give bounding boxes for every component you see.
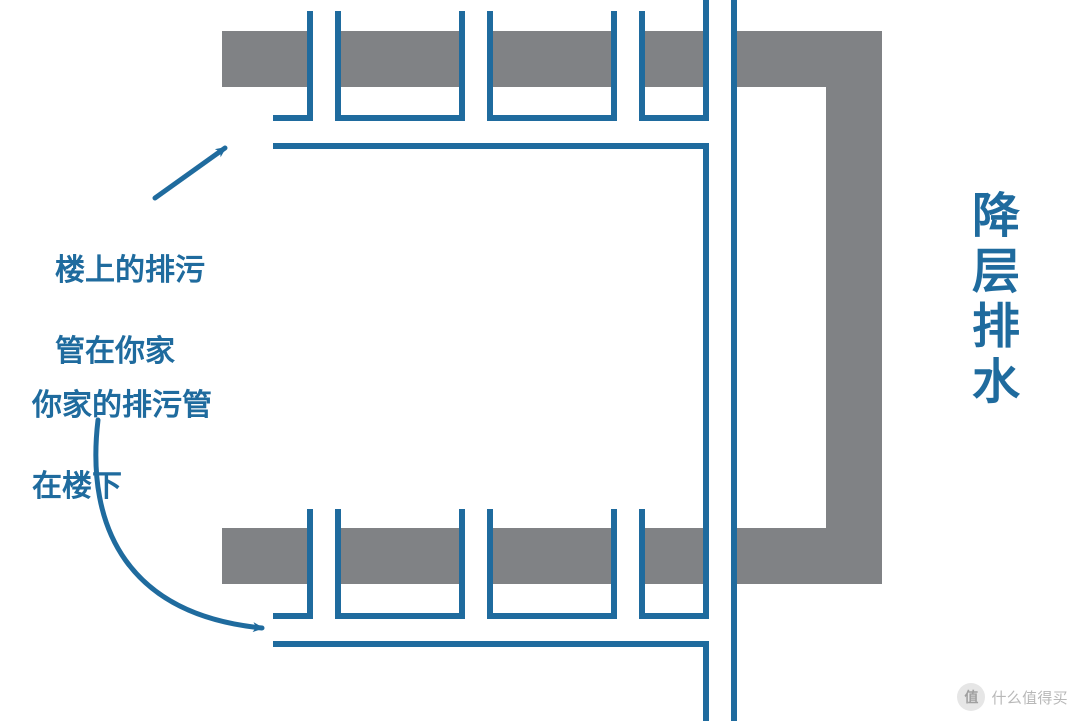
label-lower-line1: 你家的排污管 (32, 389, 212, 422)
diagram-canvas: 降层排水 楼上的排污 管在你家 你家的排污管 在楼下 值 什么值得买 (0, 0, 1080, 721)
pipe-lower-horizontal (276, 616, 706, 644)
watermark-text: 什么值得买 (991, 687, 1068, 708)
arrow-upper (155, 148, 225, 198)
diagram-title: 降层排水 (955, 190, 1025, 411)
slab-lower (222, 528, 882, 584)
label-upper-line1: 楼上的排污 (55, 254, 205, 287)
slab-right (826, 31, 882, 584)
pipe-group (276, 0, 734, 721)
label-lower-line2: 在楼下 (32, 470, 122, 503)
pipe-main-vertical (706, 0, 734, 721)
label-lower: 你家的排污管 在楼下 (32, 345, 212, 507)
watermark: 值 什么值得买 (957, 683, 1068, 711)
pipe-upper-horizontal (276, 118, 706, 146)
watermark-badge-icon: 值 (957, 683, 985, 711)
slab-upper (222, 31, 882, 87)
